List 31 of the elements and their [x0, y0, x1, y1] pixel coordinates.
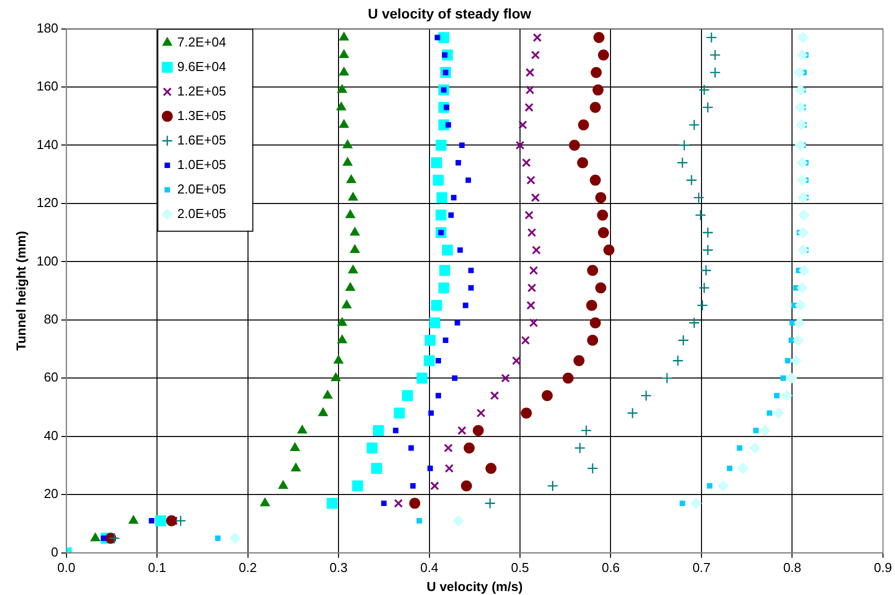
legend-label: 7.2E+04 — [177, 34, 226, 50]
y-tick-label: 60 — [44, 370, 58, 385]
y-tick-label: 20 — [44, 486, 58, 502]
legend-label: 1.0E+05 — [177, 156, 226, 172]
x-tick-label: 0.3 — [329, 560, 348, 576]
legend-label: 1.2E+05 — [177, 83, 226, 98]
legend-label: 2.0E+05 — [177, 206, 226, 221]
x-tick-label: 0.4 — [420, 560, 438, 576]
y-tick-label: 160 — [36, 78, 58, 94]
x-tick-label: 0.6 — [602, 560, 620, 576]
x-tick-label: 0.1 — [148, 560, 166, 576]
x-tick-label: 0.8 — [783, 560, 802, 576]
y-tick-label: 0 — [51, 544, 58, 560]
chart-title: U velocity of steady flow — [368, 5, 532, 22]
x-tick-label: 0.0 — [57, 560, 76, 576]
x-tick-label: 0.2 — [238, 560, 257, 576]
y-tick-label: 140 — [36, 136, 58, 152]
legend-label: 2.0E+05 — [177, 181, 226, 196]
y-tick-label: 180 — [36, 20, 58, 36]
x-tick-label: 0.9 — [874, 560, 892, 576]
y-axis-title: Tunnel height (mm) — [13, 230, 28, 351]
y-tick-label: 40 — [44, 428, 58, 443]
x-tick-label: 0.5 — [510, 560, 530, 576]
x-tick-label: 0.7 — [692, 560, 711, 576]
x-axis-title: U velocity (m/s) — [426, 578, 523, 594]
y-tick-label: 120 — [36, 195, 58, 210]
legend-label: 1.3E+05 — [177, 108, 226, 123]
y-tick-label: 80 — [44, 311, 58, 326]
y-tick-label: 100 — [36, 253, 58, 268]
legend-label: 1.6E+05 — [177, 132, 226, 148]
legend-label: 9.6E+04 — [177, 58, 226, 74]
